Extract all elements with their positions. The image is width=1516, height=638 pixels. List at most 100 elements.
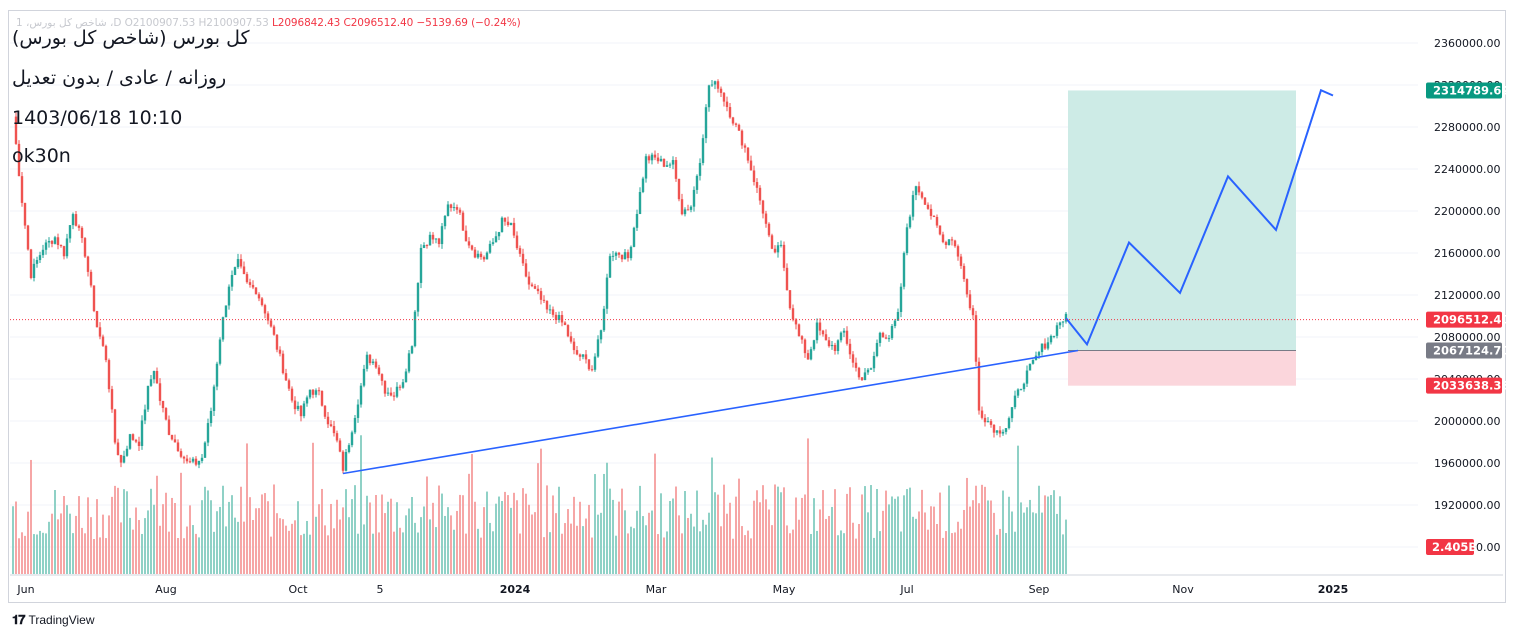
candle-body [233,267,237,275]
candle-body [773,248,777,253]
volume-bar [438,485,440,574]
candle-body [98,327,102,337]
candle-body [944,242,948,245]
volume-bar [351,499,353,574]
volume-bar [1065,519,1067,574]
candle-body [32,263,36,278]
volume-bar [912,516,914,574]
candle-body [716,81,720,89]
volume-bar [375,495,377,574]
candle-body [650,154,654,161]
volume-bar [963,509,965,574]
price-tick-label: 1920000.00 [1434,499,1500,512]
volume-bar [738,478,740,574]
candle-body [113,409,117,443]
volume-bar [678,515,680,574]
candle-body [719,88,723,93]
volume-bar [291,523,293,574]
time-tick-label: Mar [646,583,667,596]
volume-bar [723,484,725,574]
candle-body [146,385,150,410]
volume-bar [519,533,521,574]
volume-bar [144,518,146,574]
volume-bar [420,517,422,574]
high-value: H2100907.53 [198,17,269,29]
volume-bar [1062,534,1064,574]
candle-body [992,424,996,433]
candle-body [344,452,348,471]
candle-body [515,235,519,249]
footer[interactable]: 𝟏𝟕 TradingView [12,612,95,628]
volume-bar [132,529,134,574]
candle-body [77,225,81,228]
volume-bar [888,504,890,574]
volume-bar [279,518,281,574]
candle-body [950,239,954,241]
volume-bar [708,512,710,574]
volume-bar [423,506,425,574]
volume-bar [1035,513,1037,574]
candle-body [530,284,534,287]
candle-body [218,339,222,364]
candle-body [296,405,300,410]
candle-body [734,123,738,125]
volume-bar [168,531,170,574]
candle-body [20,176,24,203]
symbol-label[interactable]: 1 ،شاخص کل بورس ،D [16,17,122,29]
volume-bar [720,526,722,574]
volume-bar [765,499,767,574]
candle-body [785,267,789,291]
candle-body [50,241,54,244]
candle-body [770,235,774,249]
candle-body [875,342,879,356]
volume-bar [576,525,578,574]
volume-bar [489,522,491,574]
volume-bar [171,497,173,574]
volume-bar [330,503,332,574]
volume-bar [903,495,905,574]
overlay-title: کل بورس (شاخص کل بورس) [12,27,250,49]
candle-body [359,385,363,405]
candle-body [989,421,993,425]
volume-bar [495,503,497,574]
candle-body [755,182,759,188]
candle-body [1013,395,1017,408]
volume-bar [324,525,326,574]
volume-bar [366,495,368,574]
volume-bar [186,526,188,574]
time-axis[interactable]: Jun Aug Oct 5 2024 Mar May Jul Sep Nov 2025 [10,574,1503,596]
candle-body [710,84,714,86]
candle-body [791,308,795,320]
candle-body [839,332,843,341]
price-axis[interactable]: 2360000.002320000.002280000.002240000.00… [1434,37,1500,554]
candle-body [749,160,753,171]
volume-bar [285,525,287,574]
candle-body [857,367,861,378]
candle-body [947,239,951,245]
volume-bar [525,493,527,574]
candle-body [635,213,639,228]
candle-body [1016,389,1020,396]
volume-bar [24,535,26,574]
volume-bar [393,531,395,574]
candle-body [914,186,918,196]
volume-bar [387,501,389,574]
candle-body [677,178,681,200]
volume-bar [936,524,938,574]
candle-body [137,441,141,446]
candle-body [80,227,84,239]
tradingview-logo-icon: 𝟏𝟕 [12,612,26,627]
candle-body [929,208,933,216]
candle-body [824,334,828,341]
volume-bar [486,491,488,574]
volume-bar [528,504,530,574]
candle-body [416,282,420,312]
candle-body [119,455,123,463]
volume-bar [429,519,431,574]
volume-bar [177,538,179,574]
candle-body [392,395,396,397]
volume-bar [378,532,380,574]
volume-bar [264,493,266,574]
candle-body [44,242,48,250]
